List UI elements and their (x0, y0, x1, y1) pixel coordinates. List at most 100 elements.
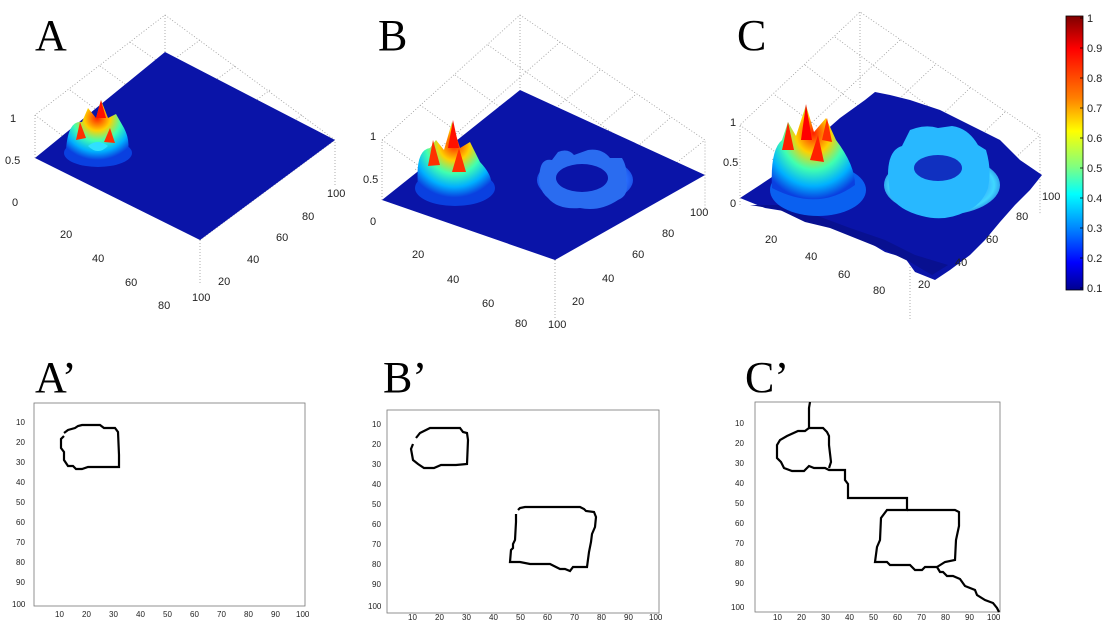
y-tick-label: 10 (372, 420, 381, 429)
panel-label-c-prime: C’ (745, 353, 789, 402)
x-tick-label: 80 (873, 285, 885, 297)
surface-plot-b: 1 0.5 0 20 40 60 80 100 20 40 60 80 100 (363, 14, 708, 331)
y-tick-label: 40 (247, 254, 259, 266)
y-tick-label: 100 (731, 603, 745, 612)
x-tick-label: 50 (163, 610, 172, 619)
plot-frame (754, 401, 1001, 613)
x-tick-label: 40 (805, 251, 817, 263)
surface-plot-a: 1 0.5 0 20 40 60 80 100 20 40 60 80 100 (5, 14, 345, 312)
z-tick-label: 0 (12, 197, 18, 209)
y-tick-label: 100 (327, 188, 345, 200)
z-tick-label: 1 (370, 131, 376, 143)
surface-ring (537, 149, 633, 209)
contour-line (775, 401, 1000, 613)
y-tick-label: 60 (276, 232, 288, 244)
y-tick-label: 20 (218, 276, 230, 288)
y-tick-label: 80 (662, 228, 674, 240)
x-tick-label: 60 (838, 269, 850, 281)
colorbar-tick-label: 0.7 (1087, 103, 1102, 115)
y-tick-label: 60 (986, 234, 998, 246)
x-tick-label: 10 (408, 613, 417, 621)
x-tick-label: 60 (482, 298, 494, 310)
y-tick-label: 90 (735, 579, 744, 588)
y-tick-label: 80 (735, 559, 744, 568)
colorbar-tick-label: 0.2 (1087, 253, 1102, 265)
panel-label-b: B (378, 11, 408, 60)
surface-plot-c: 1 0.5 0 20 40 60 80 20 40 60 80 100 (723, 11, 1060, 320)
x-tick-label: 80 (515, 318, 527, 330)
colorbar-gradient (1065, 15, 1084, 291)
y-tick-label: 40 (16, 478, 25, 487)
x-tick-label: 90 (271, 610, 280, 619)
colorbar-tick-label: 0.3 (1087, 223, 1102, 235)
y-tick-label: 60 (16, 518, 25, 527)
z-tick-label: 0.5 (5, 155, 20, 167)
z-tick-label: 0.5 (723, 157, 738, 169)
y-tick-label: 100 (368, 602, 382, 611)
y-ticks: 10 20 30 40 50 60 70 80 90 100 (731, 419, 745, 612)
z-tick-label: 1 (10, 113, 16, 125)
panel-label-b-prime: B’ (383, 353, 427, 402)
x-tick-label: 80 (597, 613, 606, 621)
x-ticks: 10 20 30 40 50 60 70 80 90 100 (408, 613, 663, 621)
x-tick-label: 60 (190, 610, 199, 619)
x-tick-label: 20 (60, 229, 72, 241)
y-tick-label: 50 (16, 498, 25, 507)
y-tick-label: 50 (372, 500, 381, 509)
y-tick-label: 30 (372, 460, 381, 469)
contour-line (907, 508, 961, 568)
y-tick-label: 90 (372, 580, 381, 589)
y-ticks: 10 20 30 40 50 60 70 80 90 100 (12, 418, 26, 609)
y-tick-label: 70 (16, 538, 25, 547)
x-tick-label: 100 (649, 613, 663, 621)
contour-line (409, 426, 470, 470)
x-tick-label: 50 (869, 613, 878, 621)
colorbar-tick-label: 0.8 (1087, 73, 1102, 85)
colorbar-tick-label: 0.5 (1087, 163, 1102, 175)
x-tick-label: 20 (435, 613, 444, 621)
colorbar-tick-label: 0.6 (1087, 133, 1102, 145)
z-tick-label: 0 (370, 216, 376, 228)
x-tick-label: 100 (296, 610, 310, 619)
y-tick-label: 40 (955, 257, 967, 269)
x-tick-label: 20 (82, 610, 91, 619)
y-tick-label: 80 (1016, 211, 1028, 223)
y-tick-label: 60 (632, 249, 644, 261)
y-tick-label: 40 (372, 480, 381, 489)
y-tick-label: 60 (372, 520, 381, 529)
x-tick-label: 100 (548, 319, 566, 331)
y-tick-label: 100 (1042, 191, 1060, 203)
y-tick-label: 20 (735, 439, 744, 448)
x-tick-label: 70 (217, 610, 226, 619)
x-tick-label: 40 (489, 613, 498, 621)
colorbar-tick-label: 0.1 (1087, 283, 1102, 295)
x-tick-label: 20 (765, 234, 777, 246)
x-tick-label: 40 (92, 253, 104, 265)
surface-peaks (770, 104, 866, 216)
x-tick-label: 100 (192, 292, 210, 304)
x-tick-label: 20 (797, 613, 806, 621)
contour-plot-c-prime: 10 20 30 40 50 60 70 80 90 100 10 20 30 … (731, 401, 1001, 621)
y-tick-label: 50 (735, 499, 744, 508)
contour-line (508, 505, 598, 573)
surface-peaks (415, 120, 495, 206)
surface-ring (884, 126, 1000, 219)
y-ticks: 10 20 30 40 50 60 70 80 90 100 (368, 420, 382, 611)
y-tick-label: 90 (16, 578, 25, 587)
x-tick-label: 80 (941, 613, 950, 621)
x-tick-label: 30 (821, 613, 830, 621)
panel-label-a: A (35, 11, 67, 60)
x-tick-label: 20 (412, 249, 424, 261)
contour-plot-b-prime: 10 20 30 40 50 60 70 80 90 100 10 20 30 … (368, 409, 663, 621)
y-tick-label: 20 (372, 440, 381, 449)
y-tick-label: 20 (918, 279, 930, 291)
z-tick-label: 0.5 (363, 174, 378, 186)
y-tick-label: 80 (16, 558, 25, 567)
x-tick-label: 60 (125, 277, 137, 289)
x-ticks: 10 20 30 40 50 60 70 80 90 100 (773, 613, 1001, 621)
x-tick-label: 40 (136, 610, 145, 619)
x-tick-label: 70 (917, 613, 926, 621)
y-tick-label: 20 (572, 296, 584, 308)
colorbar: 1 0.9 0.8 0.7 0.6 0.5 0.4 0.3 0.2 0.1 (1065, 13, 1102, 295)
x-tick-label: 70 (570, 613, 579, 621)
